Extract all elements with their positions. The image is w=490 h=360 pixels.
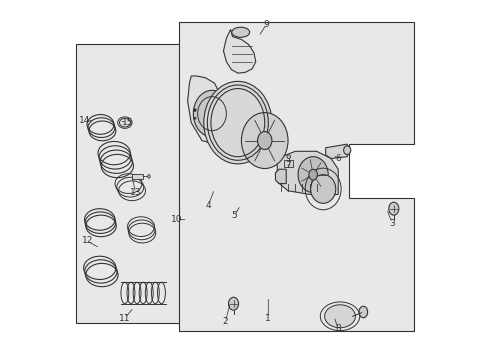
Text: 15: 15: [122, 118, 133, 127]
Text: 4: 4: [206, 201, 211, 210]
Polygon shape: [223, 30, 256, 73]
Polygon shape: [326, 144, 349, 158]
Text: 2: 2: [222, 317, 228, 326]
Text: 1: 1: [266, 314, 271, 323]
Ellipse shape: [298, 157, 328, 193]
Circle shape: [194, 117, 196, 120]
Ellipse shape: [311, 175, 336, 203]
Ellipse shape: [194, 90, 231, 137]
Polygon shape: [188, 76, 223, 144]
Text: 3: 3: [389, 219, 395, 228]
Ellipse shape: [324, 305, 355, 328]
Ellipse shape: [204, 81, 272, 164]
Text: 10: 10: [171, 215, 183, 224]
Bar: [132, 174, 143, 179]
Text: 12: 12: [81, 237, 93, 246]
Text: 13: 13: [130, 188, 142, 197]
Ellipse shape: [258, 132, 272, 149]
Polygon shape: [275, 169, 286, 184]
Ellipse shape: [120, 118, 130, 127]
Bar: [285, 160, 293, 167]
Text: 7: 7: [285, 161, 291, 170]
Ellipse shape: [147, 175, 150, 178]
Text: 11: 11: [119, 314, 131, 323]
Circle shape: [193, 108, 196, 112]
Ellipse shape: [309, 169, 318, 180]
Ellipse shape: [228, 297, 239, 310]
Text: 8: 8: [335, 324, 341, 333]
Ellipse shape: [242, 113, 288, 168]
Text: 5: 5: [231, 211, 237, 220]
Polygon shape: [277, 151, 338, 196]
Text: 14: 14: [79, 116, 90, 125]
Bar: [76, 44, 180, 323]
Ellipse shape: [389, 202, 399, 215]
Polygon shape: [179, 22, 414, 330]
Text: 6: 6: [335, 154, 341, 163]
Text: 9: 9: [264, 19, 270, 28]
Ellipse shape: [359, 306, 368, 318]
Circle shape: [287, 155, 291, 158]
Ellipse shape: [232, 27, 250, 37]
Ellipse shape: [343, 146, 351, 154]
